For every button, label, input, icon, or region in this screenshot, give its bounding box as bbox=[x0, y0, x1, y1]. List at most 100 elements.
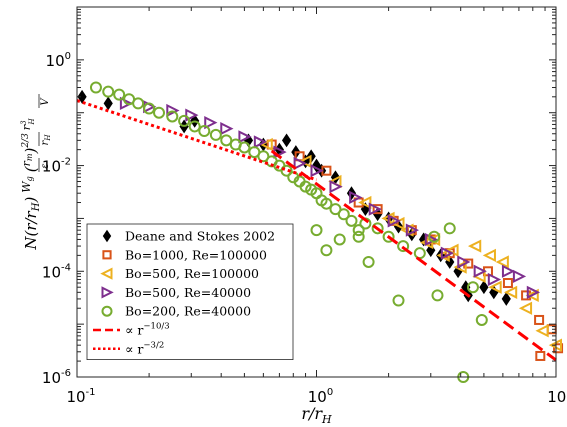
data-point bbox=[526, 285, 541, 299]
data-point bbox=[405, 223, 420, 237]
x-axis-label: r/rH bbox=[301, 404, 332, 426]
data-point bbox=[178, 114, 191, 127]
fit-lines bbox=[76, 99, 557, 362]
legend-item: Bo=500, Re=40000 bbox=[101, 285, 251, 300]
data-point bbox=[253, 135, 268, 149]
data-point bbox=[166, 110, 179, 123]
data-point bbox=[352, 224, 365, 237]
legend-item: Bo=1000, Re=100000 bbox=[102, 247, 267, 262]
data-point bbox=[349, 190, 363, 205]
legend-label: Bo=1000, Re=100000 bbox=[125, 247, 267, 262]
marks-layer bbox=[77, 81, 564, 383]
legend-marker bbox=[102, 229, 112, 243]
legend-label: Bo=200, Re=40000 bbox=[125, 304, 251, 319]
legend-marker bbox=[101, 286, 114, 299]
data-point bbox=[501, 292, 511, 306]
legend-label: Bo=500, Re=40000 bbox=[125, 285, 251, 300]
data-point bbox=[466, 281, 479, 294]
tick-label: 10-6 bbox=[42, 368, 71, 387]
data-point bbox=[473, 264, 487, 278]
tick-labels: 10-1 100 101 10-6 10-4 10-2 100 bbox=[42, 51, 567, 406]
data-point bbox=[257, 150, 270, 163]
data-point bbox=[362, 255, 375, 268]
legend-item: ∝ r−10/3 bbox=[93, 322, 170, 338]
data-point bbox=[293, 156, 307, 171]
data-point bbox=[204, 115, 218, 130]
tick-label: 101 bbox=[547, 387, 567, 406]
data-point bbox=[77, 89, 87, 104]
data-point bbox=[518, 301, 533, 315]
data-point bbox=[153, 106, 166, 119]
data-point bbox=[333, 233, 346, 246]
tick-label: 10-1 bbox=[66, 387, 95, 406]
data-point bbox=[535, 350, 546, 361]
data-point bbox=[488, 280, 502, 294]
data-point bbox=[368, 202, 382, 216]
data-point bbox=[185, 108, 199, 122]
fit-line bbox=[270, 149, 557, 362]
data-point bbox=[397, 240, 410, 253]
data-point bbox=[198, 125, 211, 138]
y-axis-label-denominators: εrHV bbox=[40, 97, 52, 169]
series-3 bbox=[259, 137, 562, 352]
data-point bbox=[329, 203, 342, 216]
data-point bbox=[132, 97, 145, 110]
data-point bbox=[209, 128, 222, 141]
legend-label: ∝ r−10/3 bbox=[125, 322, 170, 338]
data-point bbox=[337, 208, 350, 221]
data-point bbox=[431, 289, 444, 302]
tick-label: 100 bbox=[308, 387, 333, 406]
legend-item: Bo=500, Re=100000 bbox=[100, 266, 259, 281]
series-4 bbox=[119, 96, 541, 299]
data-point bbox=[424, 232, 439, 247]
data-point bbox=[467, 239, 482, 253]
legend-label: Bo=500, Re=100000 bbox=[125, 266, 259, 281]
data-point bbox=[479, 280, 489, 295]
legend-label: Deane and Stokes 2002 bbox=[125, 229, 275, 244]
data-point bbox=[501, 264, 516, 278]
data-point bbox=[392, 294, 405, 307]
data-point bbox=[113, 88, 126, 101]
data-point bbox=[238, 130, 252, 144]
data-point bbox=[525, 288, 539, 303]
data-point bbox=[495, 255, 509, 269]
tick-label: 10-2 bbox=[42, 157, 71, 176]
data-point bbox=[387, 214, 401, 228]
data-point bbox=[503, 285, 518, 299]
data-point bbox=[320, 244, 333, 257]
data-point bbox=[382, 230, 395, 243]
tick-label: 100 bbox=[46, 51, 71, 70]
legend-item: Bo=200, Re=40000 bbox=[101, 304, 251, 319]
data-point bbox=[535, 324, 549, 338]
data-point bbox=[413, 247, 426, 260]
data-point bbox=[143, 102, 156, 115]
data-point bbox=[281, 133, 292, 148]
data-point bbox=[102, 85, 115, 98]
legend-marker bbox=[101, 305, 113, 317]
data-point bbox=[220, 134, 233, 147]
legend-item: ∝ r−3/2 bbox=[93, 340, 164, 356]
data-point bbox=[443, 222, 456, 235]
data-point bbox=[320, 197, 333, 210]
data-point bbox=[89, 81, 102, 94]
data-point bbox=[475, 313, 488, 326]
tick-label: 10-4 bbox=[42, 262, 71, 281]
data-point bbox=[238, 141, 251, 154]
data-point bbox=[420, 235, 434, 250]
data-point bbox=[534, 314, 545, 325]
data-point bbox=[453, 260, 467, 274]
legend-marker bbox=[100, 267, 113, 280]
legend-item: Deane and Stokes 2002 bbox=[102, 229, 275, 244]
data-point bbox=[188, 120, 201, 133]
data-point bbox=[103, 96, 113, 111]
legend: Deane and Stokes 2002 Bo=1000, Re=100000 B… bbox=[86, 223, 294, 361]
legend-label: ∝ r−3/2 bbox=[125, 340, 164, 356]
data-point bbox=[371, 222, 384, 235]
data-point bbox=[502, 278, 513, 289]
data-point bbox=[280, 164, 293, 177]
data-point bbox=[358, 195, 372, 210]
data-point bbox=[345, 214, 358, 227]
data-point bbox=[428, 230, 441, 243]
